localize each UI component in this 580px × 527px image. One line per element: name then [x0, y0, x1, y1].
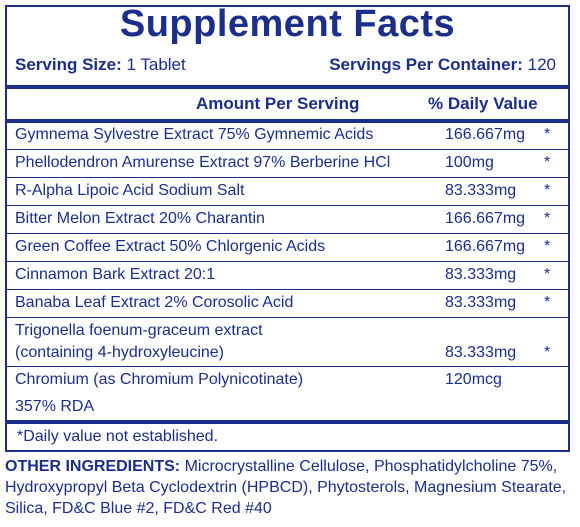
- ingredient-amount: 83.333mg: [445, 294, 517, 311]
- row-divider: [7, 261, 568, 262]
- servings-per-container-label: Servings Per Container:: [329, 55, 523, 74]
- other-ingredients-label: OTHER INGREDIENTS:: [5, 458, 181, 475]
- ingredient-dv: *: [544, 210, 551, 227]
- ingredient-name: Gymnema Sylvestre Extract 75% Gymnemic A…: [15, 126, 374, 143]
- ingredient-dv: *: [544, 126, 551, 143]
- ingredient-amount: 120mcg: [445, 371, 502, 388]
- row-divider: [7, 177, 568, 178]
- ingredient-dv-rda: 357% RDA: [15, 398, 95, 415]
- ingredient-name: Green Coffee Extract 50% Chlorgenic Acid…: [15, 238, 326, 255]
- ingredient-amount: 166.667mg: [445, 126, 526, 143]
- other-ingredients: OTHER INGREDIENTS: Microcrystalline Cell…: [5, 456, 577, 519]
- ingredient-row-chromium: Chromium (as Chromium Polynicotinate) 12…: [7, 371, 568, 417]
- row-divider: [7, 289, 568, 290]
- serving-info: Serving Size: 1 Tablet Servings Per Cont…: [15, 55, 556, 81]
- ingredient-name-line2: (containing 4-hydroxyleucine): [15, 344, 224, 361]
- ingredient-amount: 83.333mg: [445, 344, 517, 361]
- ingredient-name-line1: Trigonella foenum-graceum extract: [15, 322, 263, 339]
- column-headers: Amount Per Serving % Daily Value: [7, 86, 568, 118]
- ingredient-amount: 83.333mg: [445, 266, 517, 283]
- servings-per-container: Servings Per Container: 120: [329, 55, 556, 81]
- row-divider: [7, 149, 568, 150]
- serving-size-label: Serving Size:: [15, 55, 122, 74]
- serving-size-value: 1 Tablet: [126, 55, 186, 74]
- ingredient-name: R-Alpha Lipoic Acid Sodium Salt: [15, 182, 245, 199]
- ingredient-amount: 100mg: [445, 154, 494, 171]
- ingredient-name: Cinnamon Bark Extract 20:1: [15, 266, 216, 283]
- supplement-facts-panel: Supplement Facts Serving Size: 1 Tablet …: [5, 3, 570, 452]
- ingredient-dv: *: [544, 344, 551, 361]
- amount-header: Amount Per Serving: [196, 94, 360, 113]
- ingredient-name: Bitter Melon Extract 20% Charantin: [15, 210, 265, 227]
- ingredient-name: Banaba Leaf Extract 2% Corosolic Acid: [15, 294, 294, 311]
- thick-rule-top: [7, 85, 568, 89]
- ingredient-name: Chromium (as Chromium Polynicotinate): [15, 371, 304, 388]
- daily-value-header: % Daily Value: [428, 94, 538, 113]
- row-divider: [7, 366, 568, 367]
- ingredient-dv: *: [544, 294, 551, 311]
- other-ingredients-text: Microcrystalline Cellulose, Phosphatidyl…: [5, 458, 567, 517]
- row-divider: [7, 317, 568, 318]
- ingredient-dv: *: [544, 266, 551, 283]
- ingredient-row-trigonella: Trigonella foenum-graceum extract (conta…: [7, 322, 568, 366]
- row-divider: [7, 233, 568, 234]
- ingredient-amount: 83.333mg: [445, 182, 517, 199]
- serving-size: Serving Size: 1 Tablet: [15, 55, 186, 81]
- footnote: *Daily value not established.: [17, 428, 219, 445]
- ingredient-amount: 166.667mg: [445, 238, 526, 255]
- ingredient-dv: *: [544, 154, 551, 171]
- ingredient-dv: *: [544, 182, 551, 199]
- row-divider: [7, 205, 568, 206]
- thick-rule-header: [7, 119, 568, 123]
- ingredient-name: Phellodendron Amurense Extract 97% Berbe…: [15, 154, 391, 171]
- ingredient-dv: *: [544, 238, 551, 255]
- thick-rule-bottom: [7, 420, 568, 424]
- ingredient-amount: 166.667mg: [445, 210, 526, 227]
- panel-title: Supplement Facts: [119, 3, 456, 45]
- servings-per-container-value: 120: [527, 55, 556, 74]
